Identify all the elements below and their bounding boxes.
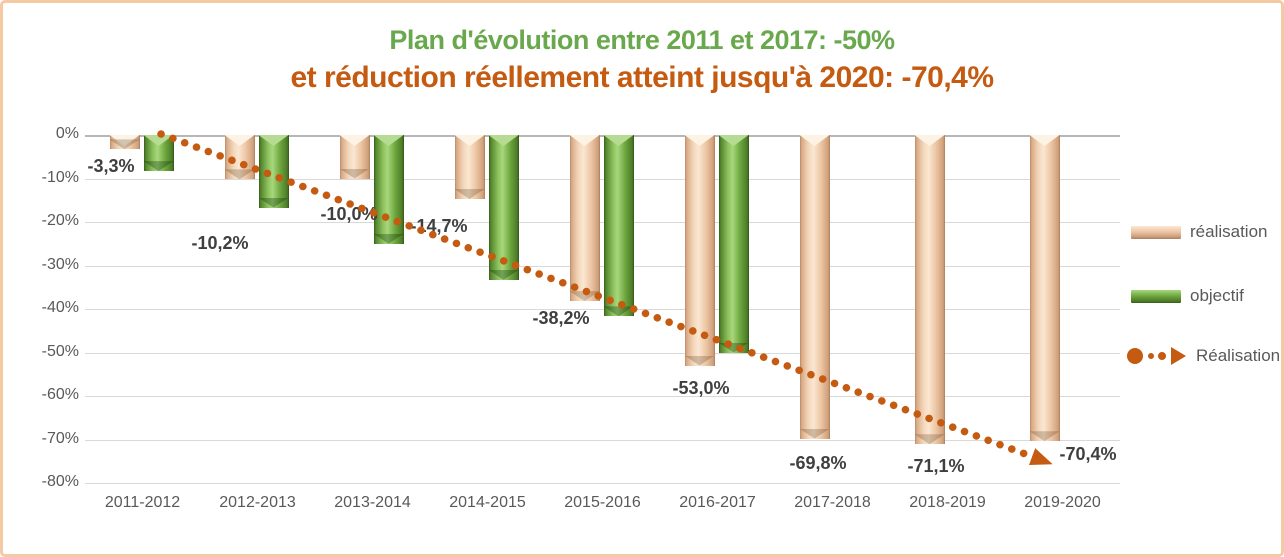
legend-label-objectif: objectif: [1190, 286, 1244, 305]
data-label-2013-2014: -10,0%: [320, 204, 378, 224]
ytick-label-0%: 0%: [55, 125, 79, 142]
data-label-2016-2017: -53,0%: [672, 378, 730, 398]
xtick-label-2018-2019: 2018-2019: [909, 494, 986, 511]
legend-item-trend: Réalisation: [1125, 344, 1280, 368]
data-label-2011-2012: -3,3%: [87, 156, 135, 176]
xtick-label-2014-2015: 2014-2015: [449, 494, 526, 511]
chart-title-line1: Plan d'évolution entre 2011 et 2017: -50…: [389, 25, 895, 55]
bar-realisation-2015-2016: [569, 135, 600, 302]
gridline--70%: [85, 439, 1120, 441]
legend-swatch-realisation-icon: [1131, 225, 1181, 239]
data-label-2017-2018: -69,8%: [789, 453, 847, 473]
bar-realisation-2019-2020: [1029, 135, 1060, 442]
gridline--80%: [85, 483, 1120, 484]
gridline--30%: [85, 265, 1120, 267]
bar-realisation-2011-2012: [109, 135, 140, 150]
legend-label-realisation: réalisation: [1190, 222, 1268, 241]
gridline--20%: [85, 222, 1120, 223]
xtick-label-2012-2013: 2012-2013: [219, 494, 296, 511]
bar-realisation-2014-2015: [454, 135, 485, 199]
data-label-2014-2015: -14,7%: [410, 216, 468, 236]
bar-objectif-2012-2013: [258, 135, 289, 208]
bar-objectif-2011-2012: [143, 135, 174, 172]
ytick-label--50%: -50%: [41, 342, 79, 360]
bar-objectif-2016-2017: [718, 135, 749, 353]
gridline--40%: [85, 309, 1120, 310]
ytick-label--40%: -40%: [41, 299, 79, 316]
data-label-2018-2019: -71,1%: [907, 456, 965, 476]
bar-objectif-2013-2014: [373, 135, 404, 244]
bar-realisation-2016-2017: [684, 135, 715, 366]
bar-objectif-2015-2016: [603, 135, 634, 317]
ytick-label--80%: -80%: [41, 473, 79, 490]
legend-item-realisation-bar: réalisation: [1131, 222, 1268, 242]
xtick-label-2017-2018: 2017-2018: [794, 494, 871, 511]
xtick-label-2015-2016: 2015-2016: [564, 494, 641, 511]
bar-realisation-2012-2013: [224, 135, 255, 180]
legend-label-trend: Réalisation: [1196, 346, 1281, 365]
ytick-label--30%: -30%: [41, 255, 79, 273]
data-label-2019-2020: -70,4%: [1059, 444, 1117, 464]
legend-swatch-objectif-icon: [1131, 289, 1181, 303]
legend-dotted-arrow-icon: [1127, 347, 1186, 365]
data-label-2015-2016: -38,2%: [532, 308, 590, 328]
xtick-label-2011-2012: 2011-2012: [104, 494, 181, 511]
gridline--60%: [85, 396, 1120, 397]
xtick-label-2019-2020: 2019-2020: [1024, 494, 1101, 511]
bar-objectif-2014-2015: [488, 135, 519, 280]
chart-title-line2: et réduction réellement atteint jusqu'à …: [290, 61, 994, 94]
bar-realisation-2017-2018: [799, 135, 830, 439]
ytick-label--70%: -70%: [41, 429, 79, 447]
data-label-2012-2013: -10,2%: [191, 233, 249, 253]
legend-item-objectif-bar: objectif: [1131, 286, 1244, 306]
bar-realisation-2013-2014: [339, 135, 370, 179]
xtick-label-2016-2017: 2016-2017: [679, 494, 756, 511]
gridline--50%: [85, 352, 1120, 354]
xtick-label-2013-2014: 2013-2014: [334, 494, 411, 511]
ytick-label--60%: -60%: [41, 386, 79, 403]
ytick-label--10%: -10%: [41, 168, 79, 186]
ytick-label--20%: -20%: [41, 212, 79, 229]
bar-realisation-2018-2019: [914, 135, 945, 445]
